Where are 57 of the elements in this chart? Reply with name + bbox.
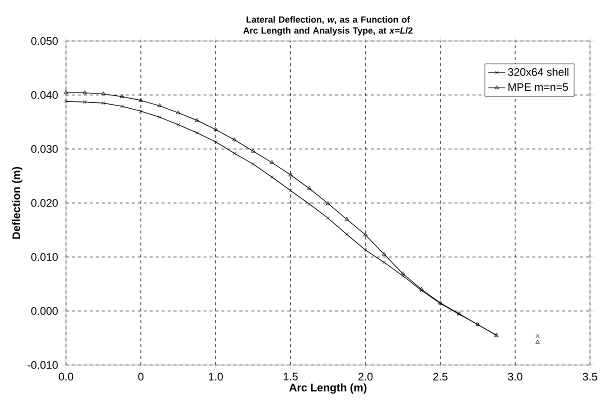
x-tick-label: 0 bbox=[138, 372, 144, 381]
point bbox=[270, 160, 274, 164]
x-tick-label: 1.5 bbox=[284, 372, 298, 380]
point bbox=[158, 115, 162, 119]
y-tick-label: 0.030 bbox=[31, 145, 58, 153]
point bbox=[400, 271, 406, 276]
y-axis-title: Deflection (m) bbox=[12, 167, 22, 239]
point bbox=[194, 118, 200, 122]
point bbox=[102, 101, 106, 105]
x-tick-label: 2.5 bbox=[433, 372, 448, 381]
x-tick-label: 1.0 bbox=[208, 372, 223, 381]
point bbox=[382, 252, 386, 256]
point bbox=[176, 110, 180, 114]
point bbox=[120, 104, 124, 108]
x-axis-title: Arc Length (m) bbox=[289, 383, 366, 394]
point bbox=[536, 334, 540, 338]
y-tick-label: 0.000 bbox=[31, 307, 58, 315]
point bbox=[344, 216, 349, 221]
y-tick-label: 0.050 bbox=[31, 37, 58, 45]
y-tick-label: -0.010 bbox=[28, 361, 58, 369]
point bbox=[195, 130, 199, 135]
legend-label: MPE m=n=5 bbox=[508, 83, 568, 91]
x-tick-label: 3.0 bbox=[508, 372, 522, 381]
y-tick-label: 0.010 bbox=[31, 253, 58, 261]
point bbox=[535, 340, 540, 344]
point bbox=[363, 232, 368, 236]
point bbox=[176, 122, 180, 126]
point bbox=[251, 162, 255, 166]
x-tick-label: 3.5 bbox=[582, 372, 598, 381]
point bbox=[250, 148, 256, 153]
point bbox=[82, 100, 87, 104]
legend-label: 320x64 shell bbox=[508, 68, 568, 76]
point bbox=[326, 216, 330, 220]
point bbox=[232, 137, 237, 142]
point bbox=[288, 172, 293, 176]
point bbox=[82, 90, 87, 94]
point bbox=[307, 186, 312, 190]
point bbox=[270, 175, 274, 179]
point bbox=[307, 202, 312, 206]
point bbox=[344, 232, 349, 236]
point bbox=[214, 127, 218, 131]
point bbox=[382, 260, 386, 264]
point bbox=[157, 103, 162, 108]
y-tick-label: 0.040 bbox=[31, 91, 58, 99]
y-tick-label: 0.020 bbox=[31, 199, 58, 207]
point bbox=[139, 109, 143, 113]
point bbox=[214, 140, 218, 144]
chart-title: Lateral Deflection, w, as a Function of Arc Length and Analysis Type, at x=L/2 bbox=[243, 16, 413, 36]
point bbox=[120, 94, 124, 98]
x-tick-label: 2.0 bbox=[358, 372, 373, 381]
point bbox=[364, 248, 368, 252]
point bbox=[326, 201, 330, 205]
point bbox=[138, 98, 144, 102]
point bbox=[288, 188, 292, 192]
point bbox=[232, 152, 236, 156]
point bbox=[101, 91, 106, 96]
x-tick-label: 0.0 bbox=[58, 372, 74, 381]
